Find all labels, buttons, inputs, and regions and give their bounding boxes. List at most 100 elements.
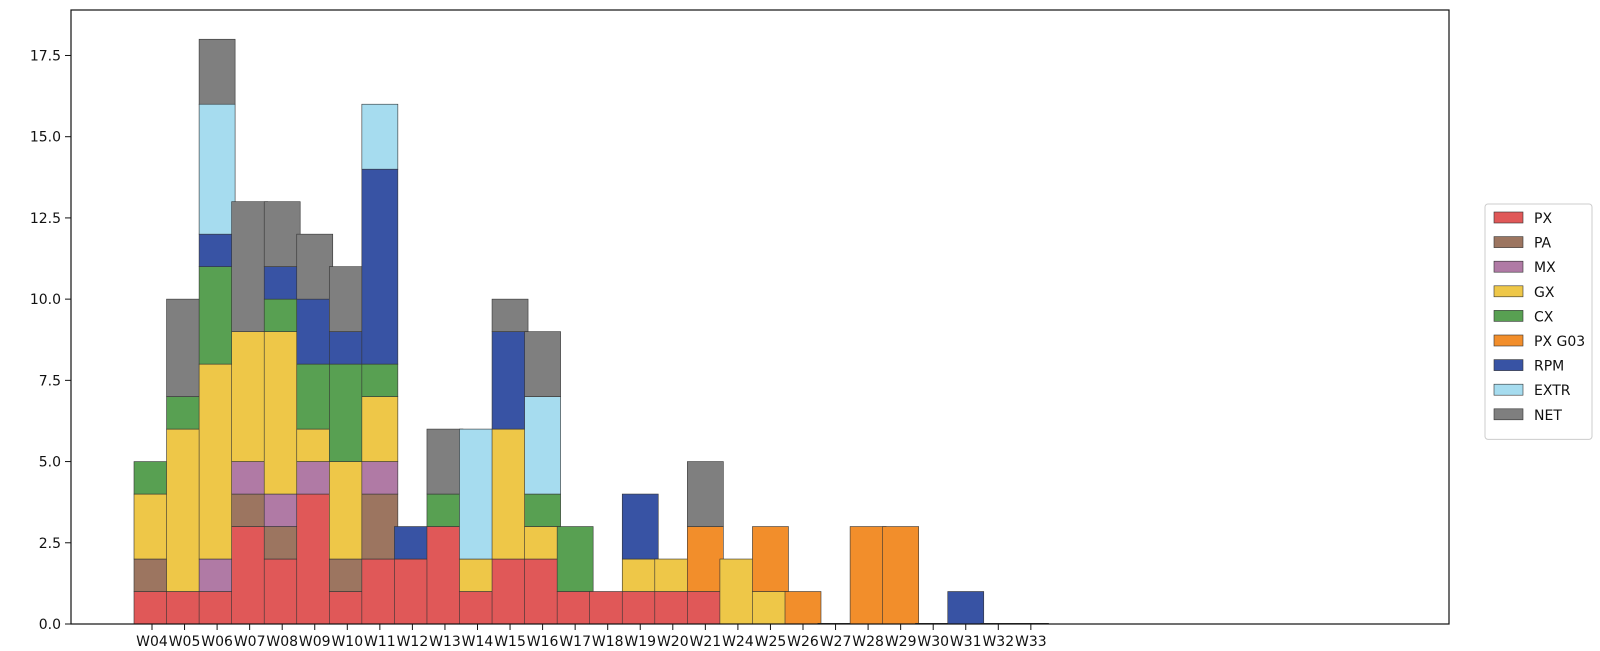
x-tick-label: W16 [527,634,559,650]
y-axis: 0.0 2.5 5.0 7.5 10.0 12.5 15.0 17.5 [30,48,71,633]
bar-W11-extr [361,103,399,170]
bar-W11-cx [361,363,399,397]
bar-W09-net [296,233,334,300]
x-tick-label: W08 [266,634,298,650]
bar-W16-gx [524,526,561,560]
bar-W13-px [426,526,464,625]
bar-W07-net [231,201,268,332]
bars-layer [133,38,1049,625]
bar-W20-gx [654,558,692,592]
bar-W18-px [589,591,627,625]
bar-W07-pa [231,493,268,527]
bar-W14-gx [459,558,496,592]
x-tick-label: W15 [494,634,526,650]
bar-W05-gx [166,428,203,592]
bar-W26-px-g03 [784,591,822,625]
bar-W10-px [328,591,366,625]
y-tick-label: 15.0 [30,130,61,146]
bar-W14-extr [459,428,496,560]
x-tick-label: W25 [755,634,787,650]
bar-W04-pa [133,558,171,592]
bar-W13-cx [426,493,464,527]
bar-W16-px [524,558,561,625]
legend-swatch-px-g03 [1493,334,1524,347]
legend-label-px-g03: PX G03 [1534,334,1585,350]
bar-W19-px [621,591,659,625]
bar-W12-rpm [394,526,431,560]
bar-W04-px [133,591,171,625]
bar-W31-rpm [947,591,985,625]
bar-W11-gx [361,396,399,462]
y-tick-label: 5.0 [39,455,61,471]
legend-swatch-rpm [1493,359,1524,371]
legend-swatch-extr [1493,383,1524,396]
legend-label-net: NET [1534,408,1562,424]
bar-W09-rpm [296,298,334,365]
x-tick-label: W13 [429,634,461,650]
bar-W08-mx [263,493,301,527]
legend-label-extr: EXTR [1534,383,1571,399]
bar-W07-mx [231,461,268,495]
y-tick-label: 10.0 [30,292,61,308]
bar-W16-extr [524,396,561,495]
legend-label-mx: MX [1534,260,1556,276]
legend-swatch-mx [1493,260,1524,273]
bar-W24-gx [719,558,757,625]
y-tick-label: 7.5 [39,373,61,389]
x-tick-label: W26 [787,634,819,650]
x-tick-label: W07 [234,634,266,650]
x-tick-label: W05 [169,634,201,650]
legend-label-gx: GX [1534,285,1555,301]
x-tick-label: W20 [657,634,689,650]
x-tick-label: W11 [364,634,396,650]
bar-W05-px [166,591,203,625]
bar-W04-gx [133,493,171,560]
bar-W07-px [231,526,268,625]
bar-W05-net [166,298,203,397]
bar-W15-gx [491,428,529,560]
x-tick-label: W17 [559,634,591,650]
bar-W12-px [394,558,431,625]
legend-label-px: PX [1534,211,1552,227]
bar-W04-cx [133,461,171,495]
x-tick-label: W27 [820,634,852,650]
y-tick-label: 0.0 [39,617,61,633]
bar-W10-gx [328,461,366,560]
bar-W06-px [198,591,236,625]
bar-W25-px-g03 [752,526,789,592]
plot-frame [70,9,1450,625]
bar-W06-rpm [198,233,236,267]
bar-W16-cx [524,493,561,527]
legend-swatch-gx [1493,285,1524,298]
bar-W06-mx [198,558,236,592]
y-tick-label: 17.5 [30,48,61,64]
bar-W15-net [491,298,529,332]
x-tick-label: W12 [397,634,429,650]
bar-W10-pa [328,558,366,592]
bar-W29-px-g03 [882,526,919,625]
bar-W09-mx [296,461,334,495]
bar-W13-net [426,428,464,495]
bar-W11-rpm [361,168,399,365]
x-tick-label: W09 [299,634,331,650]
bar-W10-rpm [328,331,366,365]
x-tick-label: W24 [722,634,754,650]
x-tick-label: W30 [917,634,949,650]
bar-W06-cx [198,266,236,365]
bar-W06-gx [198,363,236,560]
bar-W17-px [556,591,594,625]
legend-label-pa: PA [1534,236,1552,252]
x-tick-label: W32 [982,634,1014,650]
bar-W11-pa [361,493,399,560]
bar-W21-px-g03 [687,526,724,592]
x-tick-label: W18 [592,634,624,650]
bar-W11-px [361,558,399,625]
bar-W14-px [459,591,496,625]
bar-W05-cx [166,396,203,430]
bar-W19-gx [621,558,659,592]
x-tick-label: W33 [1015,634,1047,650]
bar-W08-cx [263,298,301,332]
bar-W16-net [524,331,561,397]
x-tick-label: W04 [136,634,168,650]
